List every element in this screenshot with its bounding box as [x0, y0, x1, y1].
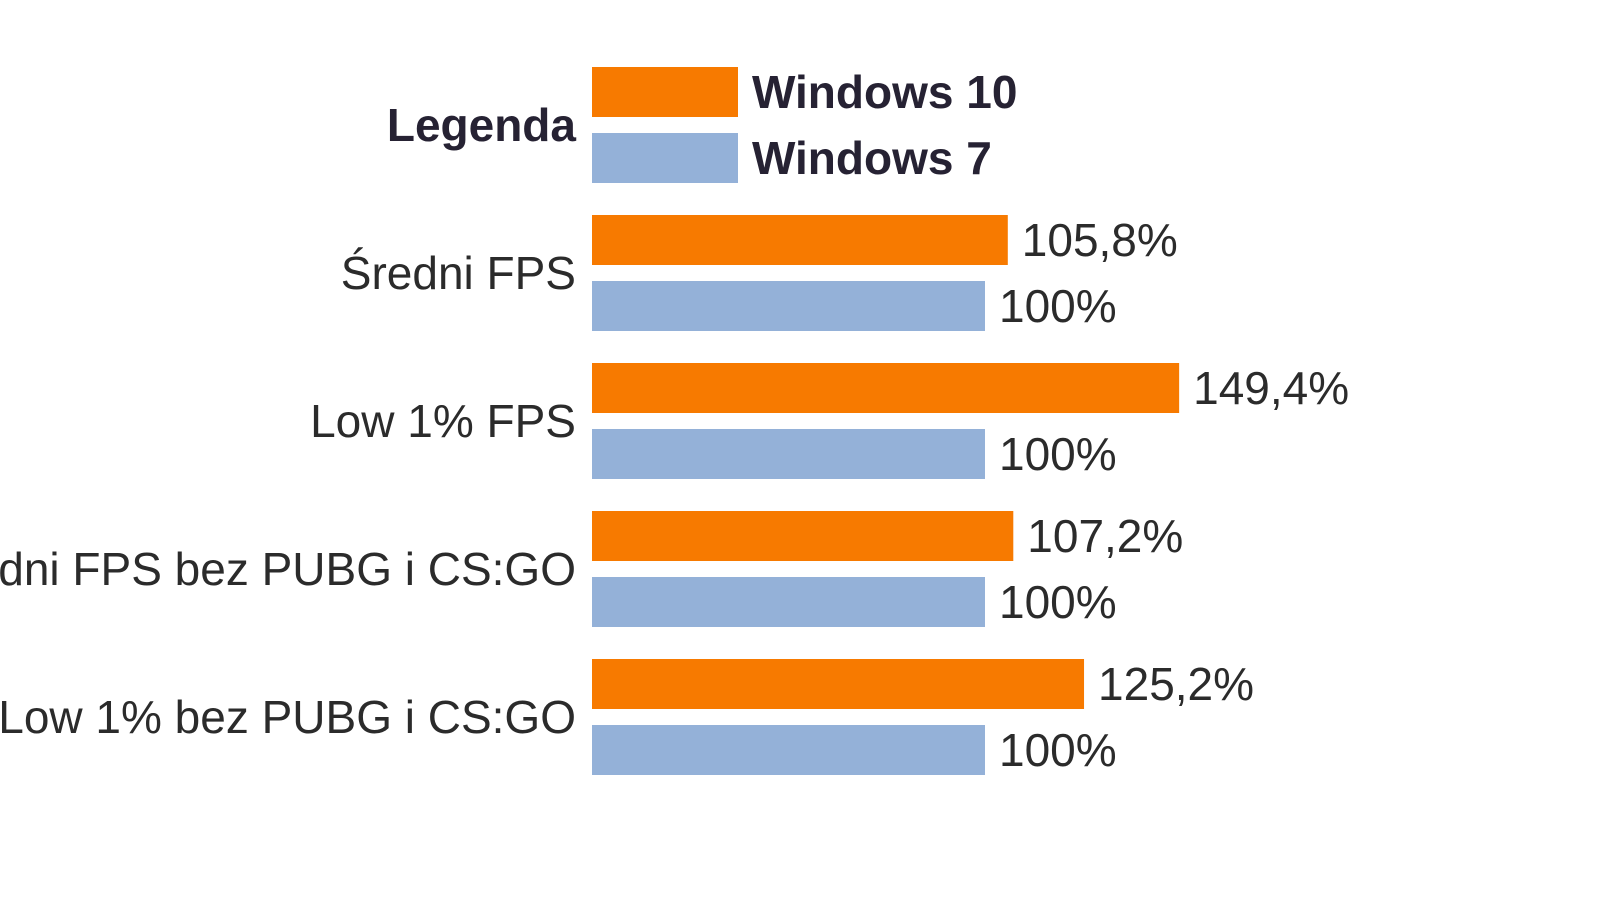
- value-label-0-1: 100%: [999, 280, 1117, 332]
- legend-label-1: Windows 7: [752, 132, 992, 184]
- bar-1-1: [592, 429, 985, 479]
- bar-1-0: [592, 363, 1180, 413]
- category-label-2: Średni FPS bez PUBG i CS:GO: [0, 543, 576, 595]
- category-label-3: Low 1% bez PUBG i CS:GO: [0, 691, 576, 743]
- value-label-2-1: 100%: [999, 576, 1117, 628]
- value-label-1-1: 100%: [999, 428, 1117, 480]
- category-label-1: Low 1% FPS: [310, 395, 576, 447]
- legend-label-0: Windows 10: [752, 66, 1017, 118]
- category-label-0: Średni FPS: [341, 247, 576, 299]
- bar-3-0: [592, 659, 1085, 709]
- value-label-2-0: 107,2%: [1027, 510, 1183, 562]
- bar-0-0: [592, 215, 1008, 265]
- bar-2-0: [592, 511, 1014, 561]
- bars: Średni FPS 105,8% 100% Low 1% FPS 149,4% 100%…: [0, 214, 1349, 776]
- legend-swatch-1: [592, 133, 738, 183]
- bar-3-1: [592, 725, 985, 775]
- bar-2-1: [592, 577, 985, 627]
- value-label-3-1: 100%: [999, 724, 1117, 776]
- value-label-3-0: 125,2%: [1098, 658, 1254, 710]
- bar-0-1: [592, 281, 985, 331]
- value-label-0-0: 105,8%: [1022, 214, 1178, 266]
- legend: Legenda Windows 10 Windows 7: [387, 66, 1018, 184]
- value-label-1-0: 149,4%: [1193, 362, 1349, 414]
- legend-title: Legenda: [387, 99, 577, 151]
- legend-swatch-0: [592, 67, 738, 117]
